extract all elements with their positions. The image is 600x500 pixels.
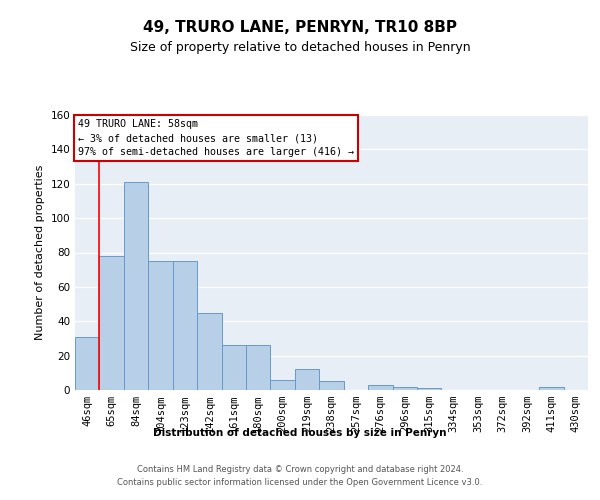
Bar [417, 388, 442, 390]
Bar [148, 261, 173, 390]
Text: Distribution of detached houses by size in Penryn: Distribution of detached houses by size … [153, 428, 447, 438]
Bar [319, 382, 344, 390]
Text: Size of property relative to detached houses in Penryn: Size of property relative to detached ho… [130, 41, 470, 54]
Y-axis label: Number of detached properties: Number of detached properties [35, 165, 45, 340]
Bar [368, 385, 392, 390]
Bar [246, 346, 271, 390]
Bar [75, 336, 100, 390]
Text: Contains HM Land Registry data © Crown copyright and database right 2024.
Contai: Contains HM Land Registry data © Crown c… [118, 465, 482, 487]
Text: 49, TRURO LANE, PENRYN, TR10 8BP: 49, TRURO LANE, PENRYN, TR10 8BP [143, 20, 457, 35]
Bar [539, 386, 563, 390]
Bar [100, 256, 124, 390]
Bar [392, 386, 417, 390]
Bar [197, 312, 221, 390]
Bar [271, 380, 295, 390]
Bar [173, 261, 197, 390]
Text: 49 TRURO LANE: 58sqm
← 3% of detached houses are smaller (13)
97% of semi-detach: 49 TRURO LANE: 58sqm ← 3% of detached ho… [77, 119, 353, 157]
Bar [124, 182, 148, 390]
Bar [295, 370, 319, 390]
Bar [221, 346, 246, 390]
